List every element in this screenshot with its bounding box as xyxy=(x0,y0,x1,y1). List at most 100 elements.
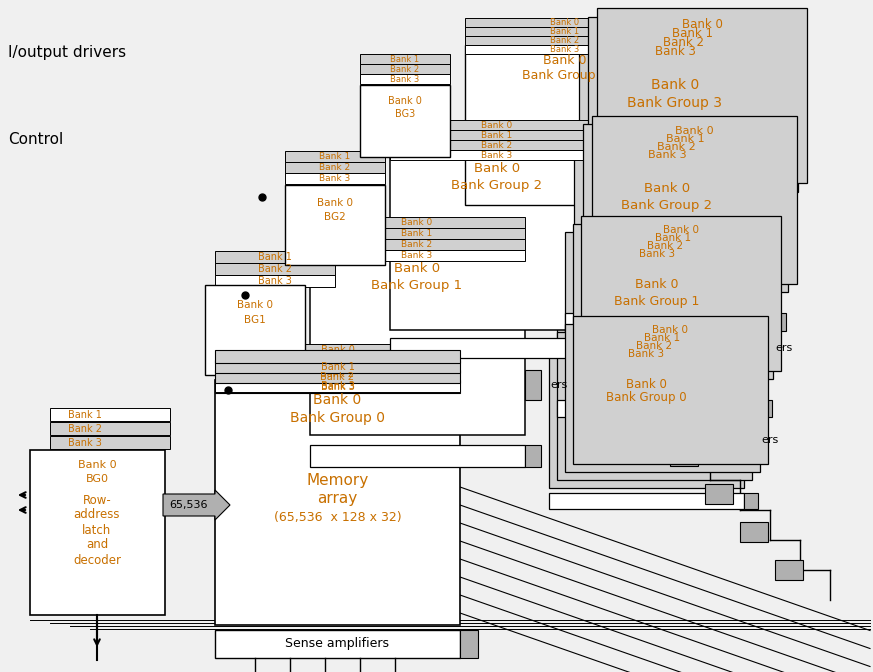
FancyBboxPatch shape xyxy=(310,250,525,261)
FancyBboxPatch shape xyxy=(600,370,628,390)
FancyBboxPatch shape xyxy=(465,18,665,27)
FancyBboxPatch shape xyxy=(390,120,605,130)
Text: Bank 0: Bank 0 xyxy=(320,345,354,355)
Text: ers: ers xyxy=(775,343,793,353)
Text: Bank 2: Bank 2 xyxy=(656,142,696,152)
Text: Bank 2: Bank 2 xyxy=(663,36,705,49)
FancyBboxPatch shape xyxy=(670,446,698,466)
FancyBboxPatch shape xyxy=(360,74,450,84)
FancyBboxPatch shape xyxy=(757,335,772,361)
FancyBboxPatch shape xyxy=(310,250,525,435)
FancyBboxPatch shape xyxy=(465,36,665,45)
Text: Bank Group 1: Bank Group 1 xyxy=(615,294,699,308)
FancyBboxPatch shape xyxy=(770,240,786,268)
FancyBboxPatch shape xyxy=(285,151,385,162)
FancyBboxPatch shape xyxy=(605,260,621,288)
FancyBboxPatch shape xyxy=(557,240,757,395)
FancyBboxPatch shape xyxy=(360,64,450,74)
Text: Bank 3: Bank 3 xyxy=(320,174,351,183)
FancyBboxPatch shape xyxy=(215,360,460,373)
Text: Bank Group 2: Bank Group 2 xyxy=(622,198,712,212)
Text: Bank 0: Bank 0 xyxy=(313,393,361,407)
Text: Bank 3: Bank 3 xyxy=(320,381,354,391)
FancyBboxPatch shape xyxy=(597,8,807,183)
FancyBboxPatch shape xyxy=(30,450,165,615)
Text: Bank 1: Bank 1 xyxy=(644,333,680,343)
Text: Bank 3: Bank 3 xyxy=(258,276,292,286)
Text: Bank 2: Bank 2 xyxy=(402,240,432,249)
Text: 65,536: 65,536 xyxy=(169,500,209,510)
Text: Bank 3: Bank 3 xyxy=(320,382,354,392)
Text: Bank 0: Bank 0 xyxy=(682,18,723,31)
Text: Bank 2: Bank 2 xyxy=(258,264,292,274)
FancyBboxPatch shape xyxy=(215,380,460,392)
FancyBboxPatch shape xyxy=(215,368,460,380)
Text: Bank 2: Bank 2 xyxy=(390,65,420,73)
Text: Bank 2: Bank 2 xyxy=(320,163,351,172)
FancyBboxPatch shape xyxy=(573,316,768,464)
FancyBboxPatch shape xyxy=(215,630,460,658)
Text: address: address xyxy=(73,509,120,521)
FancyBboxPatch shape xyxy=(557,400,757,417)
FancyBboxPatch shape xyxy=(465,45,665,205)
Text: Bank 0: Bank 0 xyxy=(626,378,666,390)
FancyBboxPatch shape xyxy=(705,484,733,504)
FancyBboxPatch shape xyxy=(390,150,605,160)
Text: Bank 1: Bank 1 xyxy=(320,152,351,161)
FancyBboxPatch shape xyxy=(525,370,541,400)
FancyBboxPatch shape xyxy=(310,239,525,250)
FancyBboxPatch shape xyxy=(215,344,460,356)
FancyBboxPatch shape xyxy=(390,130,605,140)
Text: BG3: BG3 xyxy=(395,109,416,119)
FancyBboxPatch shape xyxy=(565,324,760,472)
FancyBboxPatch shape xyxy=(565,313,770,331)
FancyBboxPatch shape xyxy=(310,217,525,228)
Text: Bank 2: Bank 2 xyxy=(68,423,102,433)
FancyBboxPatch shape xyxy=(775,560,803,580)
FancyBboxPatch shape xyxy=(360,54,450,64)
Text: Bank 1: Bank 1 xyxy=(258,252,292,262)
Text: Bank 0: Bank 0 xyxy=(388,96,422,106)
Text: Bank 0: Bank 0 xyxy=(636,278,678,292)
Text: Bank 0: Bank 0 xyxy=(543,54,587,67)
FancyBboxPatch shape xyxy=(565,140,770,308)
Text: Bank 2: Bank 2 xyxy=(320,372,354,382)
FancyBboxPatch shape xyxy=(744,428,758,452)
Text: Bank 0: Bank 0 xyxy=(652,325,688,335)
Text: Bank 3: Bank 3 xyxy=(550,45,580,54)
FancyBboxPatch shape xyxy=(565,232,765,387)
FancyBboxPatch shape xyxy=(573,224,773,379)
Text: Control: Control xyxy=(8,132,63,147)
FancyBboxPatch shape xyxy=(390,150,605,330)
Text: Bank 3: Bank 3 xyxy=(68,437,102,448)
Text: Bank 0: Bank 0 xyxy=(675,126,713,136)
FancyBboxPatch shape xyxy=(557,332,752,480)
FancyBboxPatch shape xyxy=(465,45,665,54)
FancyBboxPatch shape xyxy=(390,338,605,358)
Text: (65,536  x 128 x 32): (65,536 x 128 x 32) xyxy=(274,511,402,525)
Text: Bank 2: Bank 2 xyxy=(636,341,672,351)
FancyBboxPatch shape xyxy=(310,228,525,239)
Text: I/output drivers: I/output drivers xyxy=(8,44,126,60)
Text: array: array xyxy=(318,491,358,505)
Text: Bank 1: Bank 1 xyxy=(481,130,512,140)
FancyBboxPatch shape xyxy=(50,436,170,449)
Text: Bank Group 0: Bank Group 0 xyxy=(606,392,686,405)
FancyBboxPatch shape xyxy=(360,85,450,157)
FancyBboxPatch shape xyxy=(460,630,478,658)
FancyBboxPatch shape xyxy=(780,135,797,165)
Text: Bank 3: Bank 3 xyxy=(639,249,675,259)
Text: Bank 0: Bank 0 xyxy=(474,161,520,175)
Text: Bank 1: Bank 1 xyxy=(402,229,433,238)
FancyBboxPatch shape xyxy=(757,400,772,417)
Text: Bank Group 1: Bank Group 1 xyxy=(371,278,463,292)
Text: Bank 1: Bank 1 xyxy=(666,134,705,144)
Text: Bank 0: Bank 0 xyxy=(651,78,699,92)
Text: Bank 0: Bank 0 xyxy=(663,225,699,235)
Text: Bank 1: Bank 1 xyxy=(672,27,713,40)
Text: Bank 0: Bank 0 xyxy=(394,261,440,274)
FancyBboxPatch shape xyxy=(205,285,305,375)
FancyBboxPatch shape xyxy=(744,493,758,509)
Text: Bank 3: Bank 3 xyxy=(481,151,512,159)
FancyBboxPatch shape xyxy=(215,380,460,625)
